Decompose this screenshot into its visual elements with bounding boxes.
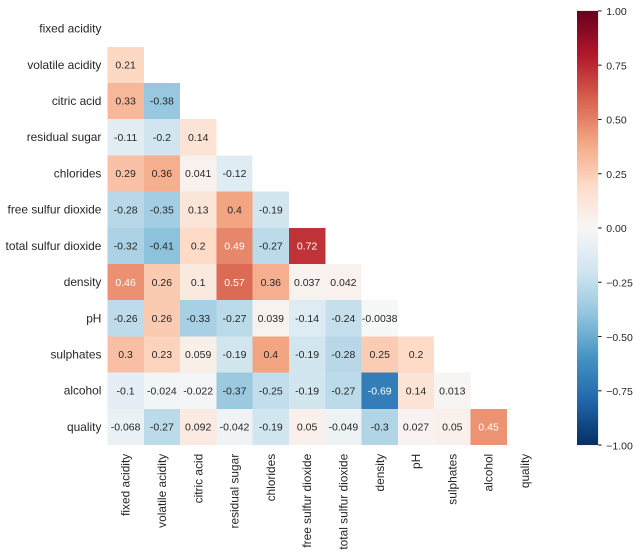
svg-text:-0.19: -0.19 [223, 349, 247, 361]
svg-text:-0.69: -0.69 [368, 385, 392, 397]
svg-text:0.037: 0.037 [294, 277, 320, 289]
svg-text:fixed acidity: fixed acidity [119, 454, 133, 516]
svg-text:−0.50: −0.50 [606, 332, 633, 344]
svg-text:total sulfur dioxide: total sulfur dioxide [337, 453, 351, 549]
svg-text:-0.41: -0.41 [150, 241, 174, 253]
svg-text:0.36: 0.36 [152, 168, 173, 180]
svg-text:-0.35: -0.35 [150, 204, 174, 216]
svg-text:-0.37: -0.37 [223, 385, 247, 397]
svg-text:chlorides: chlorides [54, 166, 102, 180]
svg-text:residual sugar: residual sugar [27, 130, 102, 144]
svg-text:0.75: 0.75 [606, 60, 627, 72]
svg-text:0.33: 0.33 [115, 96, 136, 108]
svg-text:total sulfur dioxide: total sulfur dioxide [6, 239, 102, 253]
svg-text:volatile acidity: volatile acidity [155, 454, 169, 528]
svg-text:-0.022: -0.022 [183, 385, 213, 397]
svg-text:0.45: 0.45 [478, 422, 499, 434]
svg-text:0.13: 0.13 [188, 204, 209, 216]
svg-text:0.013: 0.013 [439, 385, 465, 397]
svg-text:-0.27: -0.27 [259, 241, 283, 253]
svg-text:0.26: 0.26 [152, 313, 173, 325]
svg-text:0.2: 0.2 [191, 241, 206, 253]
svg-text:0.05: 0.05 [297, 422, 318, 434]
svg-text:−0.25: −0.25 [606, 277, 633, 289]
svg-text:0.21: 0.21 [115, 60, 136, 72]
svg-text:-0.14: -0.14 [295, 313, 319, 325]
svg-text:-0.024: -0.024 [147, 385, 177, 397]
svg-text:−0.75: −0.75 [606, 386, 633, 398]
svg-text:alcohol: alcohol [64, 384, 102, 398]
svg-text:0.027: 0.027 [403, 422, 429, 434]
svg-text:-0.19: -0.19 [259, 204, 283, 216]
svg-text:density: density [373, 454, 387, 492]
svg-text:0.25: 0.25 [606, 169, 627, 181]
svg-text:1.00: 1.00 [606, 6, 627, 18]
svg-text:-0.33: -0.33 [186, 313, 210, 325]
svg-text:quality: quality [67, 420, 101, 434]
svg-text:quality: quality [518, 454, 532, 488]
svg-text:-0.11: -0.11 [114, 132, 137, 144]
svg-text:-0.042: -0.042 [220, 422, 250, 434]
svg-text:density: density [64, 275, 102, 289]
svg-text:sulphates: sulphates [445, 454, 459, 505]
svg-text:0.2: 0.2 [409, 349, 424, 361]
svg-text:0.00: 0.00 [606, 223, 627, 235]
svg-text:-0.28: -0.28 [114, 204, 138, 216]
svg-text:0.05: 0.05 [442, 422, 463, 434]
svg-text:residual sugar: residual sugar [228, 454, 242, 529]
svg-text:0.041: 0.041 [185, 168, 211, 180]
svg-text:0.29: 0.29 [115, 168, 136, 180]
svg-text:-0.26: -0.26 [114, 313, 138, 325]
svg-text:-0.1: -0.1 [117, 385, 135, 397]
svg-text:-0.27: -0.27 [223, 313, 247, 325]
svg-text:-0.25: -0.25 [259, 385, 283, 397]
svg-text:0.14: 0.14 [406, 385, 427, 397]
svg-text:citric acid: citric acid [52, 94, 102, 108]
svg-text:-0.19: -0.19 [295, 385, 319, 397]
svg-text:0.039: 0.039 [258, 313, 284, 325]
svg-text:0.042: 0.042 [330, 277, 356, 289]
svg-text:0.4: 0.4 [227, 204, 242, 216]
svg-text:-0.049: -0.049 [329, 422, 359, 434]
svg-text:0.26: 0.26 [152, 277, 173, 289]
svg-text:0.25: 0.25 [369, 349, 390, 361]
svg-text:alcohol: alcohol [482, 454, 496, 492]
svg-text:-0.27: -0.27 [331, 385, 355, 397]
svg-text:pH: pH [409, 454, 423, 469]
svg-text:sulphates: sulphates [50, 347, 101, 361]
svg-text:pH: pH [86, 311, 101, 325]
svg-text:citric acid: citric acid [191, 454, 205, 504]
svg-text:-0.12: -0.12 [223, 168, 247, 180]
svg-text:-0.19: -0.19 [295, 349, 319, 361]
svg-text:-0.3: -0.3 [371, 422, 389, 434]
svg-text:0.3: 0.3 [118, 349, 133, 361]
svg-text:0.1: 0.1 [191, 277, 206, 289]
svg-text:-0.0038: -0.0038 [362, 313, 398, 325]
svg-text:volatile acidity: volatile acidity [27, 58, 101, 72]
svg-text:-0.24: -0.24 [331, 313, 355, 325]
svg-text:0.092: 0.092 [185, 422, 211, 434]
svg-text:0.50: 0.50 [606, 115, 627, 127]
svg-text:0.14: 0.14 [188, 132, 209, 144]
svg-text:chlorides: chlorides [264, 454, 278, 502]
svg-text:-0.27: -0.27 [150, 422, 174, 434]
svg-text:-0.19: -0.19 [259, 422, 283, 434]
svg-text:-0.38: -0.38 [150, 96, 174, 108]
svg-text:-0.32: -0.32 [114, 241, 138, 253]
svg-text:-0.068: -0.068 [111, 422, 141, 434]
svg-text:0.23: 0.23 [152, 349, 173, 361]
svg-text:−1.00: −1.00 [606, 440, 633, 452]
svg-text:0.57: 0.57 [224, 277, 245, 289]
svg-text:-0.2: -0.2 [153, 132, 171, 144]
svg-text:0.4: 0.4 [263, 349, 278, 361]
svg-text:0.36: 0.36 [261, 277, 282, 289]
svg-text:0.059: 0.059 [185, 349, 211, 361]
svg-text:fixed acidity: fixed acidity [39, 22, 101, 36]
svg-text:0.72: 0.72 [297, 241, 318, 253]
svg-text:-0.28: -0.28 [331, 349, 355, 361]
svg-text:free sulfur dioxide: free sulfur dioxide [8, 203, 102, 217]
svg-text:0.46: 0.46 [115, 277, 136, 289]
svg-text:free sulfur dioxide: free sulfur dioxide [300, 453, 314, 547]
svg-text:0.49: 0.49 [224, 241, 245, 253]
